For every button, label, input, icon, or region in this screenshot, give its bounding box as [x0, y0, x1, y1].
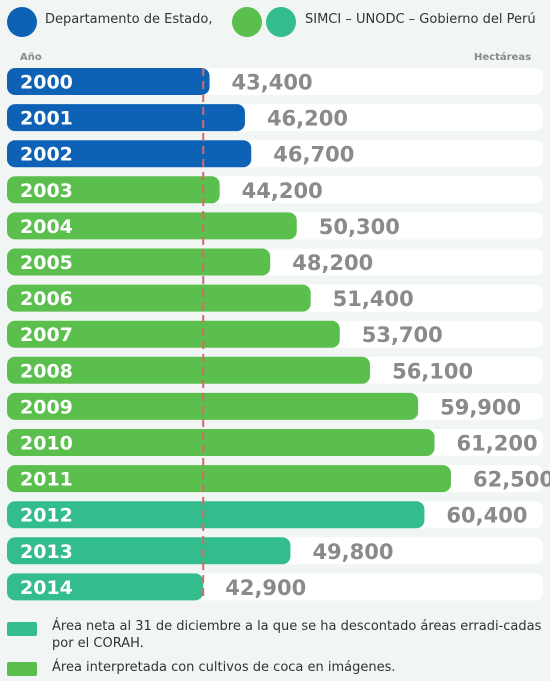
bar-row-2002: 2002 46,700 — [7, 140, 543, 168]
value-label: 44,200 — [242, 179, 323, 203]
simci-legend-dot-teal — [266, 7, 296, 37]
interpreted-area-note: Área interpretada con cultivos de coca e… — [52, 660, 396, 675]
value-label: 53,700 — [362, 323, 443, 347]
bar-row-2008: 2008 56,100 — [7, 356, 543, 384]
bar-row-2003: 2003 44,200 — [7, 176, 543, 204]
year-label: 2011 — [20, 469, 73, 491]
value-label: 59,900 — [440, 395, 521, 419]
bar-row-2009: 2009 59,900 — [7, 392, 543, 420]
bar-row-2004: 2004 50,300 — [7, 212, 543, 240]
year-label: 2013 — [20, 541, 73, 563]
bar — [7, 465, 451, 493]
value-label: 46,200 — [267, 107, 348, 131]
net-area-note: Área neta al 31 de diciembre a la que se… — [52, 619, 542, 651]
simci-legend-dot-green — [232, 7, 262, 37]
value-label: 56,100 — [392, 359, 473, 383]
year-label: 2003 — [20, 180, 73, 202]
year-label: 2002 — [20, 144, 73, 166]
value-label: 49,800 — [312, 540, 393, 564]
year-label: 2012 — [20, 505, 73, 527]
bar-row-2000: 2000 43,400 — [7, 68, 543, 95]
net-area-swatch — [7, 622, 37, 636]
bar-row-2007: 2007 53,700 — [7, 320, 543, 348]
year-label: 2004 — [20, 216, 73, 238]
bar — [7, 104, 245, 132]
year-label: 2000 — [20, 72, 73, 94]
bar — [7, 501, 425, 529]
bar-row-2012: 2012 60,400 — [7, 501, 543, 529]
hectares-axis-header: Hectáreas — [474, 52, 532, 63]
bar — [7, 537, 291, 565]
value-label: 62,500 — [473, 468, 550, 492]
value-label: 60,400 — [446, 504, 527, 528]
bar — [7, 176, 220, 204]
bar — [7, 212, 297, 240]
year-label: 2007 — [20, 324, 73, 346]
bar-row-2014: 2014 42,900 — [7, 573, 543, 601]
state-legend-dot — [7, 7, 37, 37]
year-label: 2005 — [20, 252, 73, 274]
value-label: 46,700 — [273, 143, 354, 167]
bar-row-2010: 2010 61,200 — [7, 429, 543, 456]
year-label: 2009 — [20, 396, 73, 418]
bar — [7, 68, 210, 95]
bar-row-2013: 2013 49,800 — [7, 537, 543, 565]
year-label: 2014 — [20, 577, 73, 599]
value-label: 48,200 — [292, 251, 373, 275]
interpreted-area-swatch — [7, 662, 37, 676]
bar — [7, 320, 340, 348]
year-label: 2010 — [20, 433, 73, 455]
year-label: 2006 — [20, 288, 73, 310]
value-label: 61,200 — [457, 432, 538, 456]
bar-row-2005: 2005 48,200 — [7, 248, 543, 276]
year-axis-header: Año — [20, 52, 42, 63]
bar — [7, 573, 204, 601]
value-label: 50,300 — [319, 215, 400, 239]
bar — [7, 140, 252, 168]
bar — [7, 392, 419, 420]
bar-row-2006: 2006 51,400 — [7, 284, 543, 312]
bar — [7, 284, 311, 312]
value-label: 42,900 — [225, 576, 306, 600]
top-legend: Departamento de Estado, SIMCI – UNODC – … — [0, 0, 550, 44]
bar-row-2011: 2011 62,500 — [7, 465, 550, 493]
state-legend-label: Departamento de Estado, — [45, 12, 213, 27]
value-label: 51,400 — [333, 287, 414, 311]
bar — [7, 248, 271, 276]
bar-row-2001: 2001 46,200 — [7, 104, 543, 132]
year-label: 2001 — [20, 108, 73, 130]
bar — [7, 429, 435, 456]
bar — [7, 356, 371, 384]
simci-legend-label: SIMCI – UNODC – Gobierno del Perú — [305, 12, 536, 27]
value-label: 43,400 — [232, 71, 313, 95]
year-label: 2008 — [20, 360, 73, 382]
